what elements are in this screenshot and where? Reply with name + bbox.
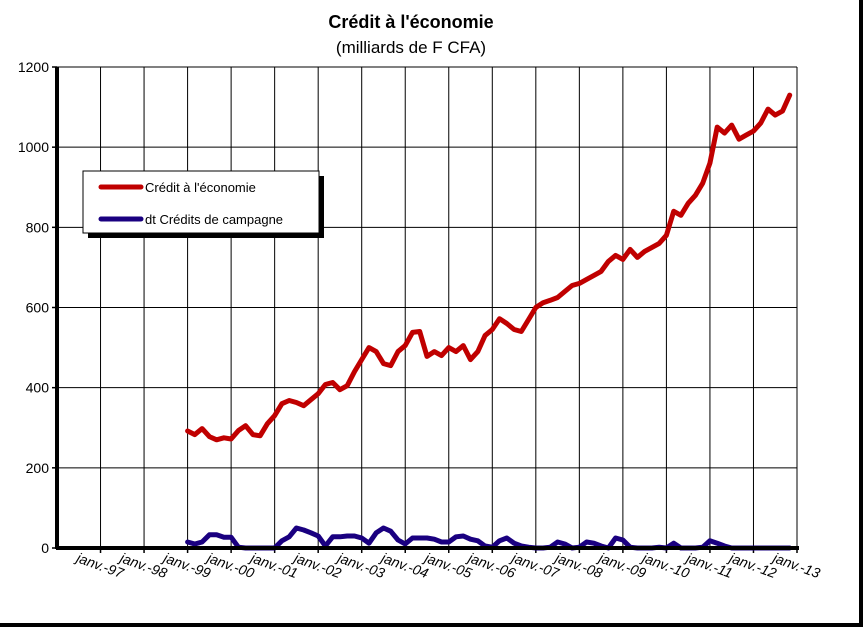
x-tick-label: janv.-11	[683, 549, 735, 581]
x-tick-label: janv.-03	[334, 549, 387, 581]
y-tick-label: 1200	[18, 59, 49, 75]
x-tick-label: janv.-10	[639, 549, 692, 581]
x-tick-label: janv.-99	[160, 549, 213, 581]
legend-box	[82, 170, 320, 234]
series-line-2	[185, 525, 793, 551]
series-line-1	[185, 92, 793, 443]
x-tick-label: janv.-04	[377, 549, 430, 581]
axes	[55, 66, 799, 550]
y-tick-label: 400	[26, 380, 50, 396]
legend: Crédit à l'économie dt Crédits de campagn…	[82, 170, 324, 238]
y-tick-label: 800	[26, 219, 50, 235]
x-tick-label: janv.-13	[769, 549, 822, 581]
x-tick-label: janv.-00	[203, 549, 256, 581]
y-tick-label: 200	[26, 460, 50, 476]
x-tick-label: janv.-05	[421, 549, 474, 581]
x-tick-label: janv.-08	[552, 549, 605, 581]
x-tick-label: janv.-01	[247, 549, 300, 581]
x-tick-label: janv.-12	[726, 549, 779, 581]
x-tick-label: janv.-98	[116, 549, 169, 581]
grid	[57, 66, 798, 548]
chart-subtitle: (milliards de F CFA)	[336, 38, 486, 57]
series-group	[185, 92, 793, 551]
x-tick-label: janv.-02	[290, 549, 343, 581]
y-tick-label: 1000	[18, 139, 49, 155]
chart-title: Crédit à l'économie	[328, 12, 493, 32]
x-tick-label: janv.-06	[464, 549, 517, 581]
y-tick-label: 600	[26, 300, 50, 316]
x-tick-label: janv.-97	[73, 549, 127, 582]
x-tick-label: janv.-09	[595, 549, 648, 581]
x-tick-label: janv.-07	[508, 549, 562, 582]
legend-label-1: Crédit à l'économie	[145, 180, 256, 195]
y-axis-ticks: 0 200 400 600 800 1000 1200	[18, 59, 57, 556]
x-axis-ticks: janv.-97janv.-98janv.-99janv.-00janv.-01…	[73, 548, 823, 582]
legend-label-2: dt Crédits de campagne	[145, 212, 283, 227]
y-tick-label: 0	[41, 540, 49, 556]
